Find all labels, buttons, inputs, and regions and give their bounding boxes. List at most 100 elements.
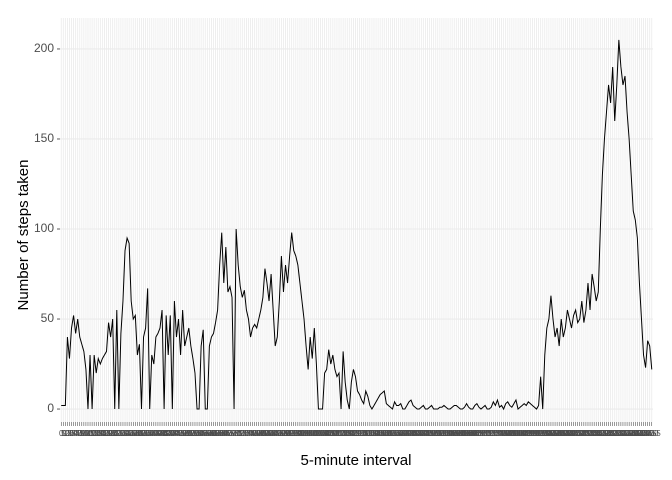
x-tick-label: 215: [110, 429, 124, 438]
x-tick-label: 25: [67, 429, 76, 438]
x-tick-label: 2150: [591, 429, 609, 438]
x-tick-label: 2015: [552, 429, 570, 438]
y-tick-label: 200: [34, 41, 54, 55]
x-tick-label: 1645: [466, 429, 484, 438]
x-tick-label: 1210: [353, 429, 371, 438]
x-tick-label: 1830: [509, 429, 527, 438]
x-tick-label: 915: [283, 429, 297, 438]
x-tick-label: 1335: [388, 429, 406, 438]
x-tick-label: 850: [273, 429, 287, 438]
x-tick-label: 325: [139, 429, 153, 438]
x-tick-label: 345: [147, 429, 161, 438]
x-tick-label: 2230: [608, 429, 626, 438]
x-tick-label: 10: [61, 429, 70, 438]
x-tick-label: 515: [184, 429, 198, 438]
x-tick-label: 1340: [390, 429, 408, 438]
x-tick-label: 300: [129, 429, 143, 438]
x-tick-label: 1800: [497, 429, 515, 438]
x-tick-label: 1110: [329, 429, 346, 438]
x-tick-label: 1500: [423, 429, 441, 438]
x-tick-label: 955: [299, 429, 313, 438]
x-tick-label: 1240: [365, 429, 383, 438]
x-tick-label: 1455: [421, 429, 439, 438]
x-tick-label: 525: [188, 429, 202, 438]
x-tick-label: 355: [151, 429, 165, 438]
x-tick-label: 2135: [585, 429, 603, 438]
plot-panel: [60, 18, 653, 422]
x-tick-label: 330: [141, 429, 155, 438]
x-tick-label: 700: [227, 429, 241, 438]
x-tick-label: 2050: [567, 429, 585, 438]
x-tick-label: 1620: [456, 429, 474, 438]
x-tick-label: 2345: [639, 429, 657, 438]
x-tick-label: 2110: [575, 429, 593, 438]
x-tick-label: 2020: [554, 429, 572, 438]
x-tick-label: 1355: [396, 429, 414, 438]
x-tick-label: 530: [190, 429, 204, 438]
x-tick-label: 1510: [427, 429, 445, 438]
x-tick-label: 1130: [337, 429, 355, 438]
x-tick-label: 100: [79, 429, 93, 438]
x-tick-label: 615: [209, 429, 223, 438]
x-tick-label: 120: [87, 429, 101, 438]
x-tick-label: 1540: [439, 429, 457, 438]
x-tick-label: 1630: [460, 429, 478, 438]
x-tick-label: 350: [149, 429, 163, 438]
x-tick-label: 755: [250, 429, 264, 438]
x-tick-label: 1405: [400, 429, 418, 438]
x-tick-label: 845: [271, 429, 285, 438]
x-tick-label: 805: [254, 429, 268, 438]
x-tick-label: 1300: [373, 429, 391, 438]
x-tick-label: 910: [281, 429, 295, 438]
x-tick-label: 1840: [513, 429, 531, 438]
x-tick-label: 750: [248, 429, 262, 438]
x-tick-label: 205: [106, 429, 120, 438]
x-tick-label: 1525: [433, 429, 451, 438]
x-tick-label: 715: [234, 429, 248, 438]
x-tick-label: 1935: [536, 429, 554, 438]
x-tick-label: 720: [236, 429, 250, 438]
x-tick-label: 1745: [491, 429, 509, 438]
x-tick-label: 735: [242, 429, 256, 438]
x-tick-label: 945: [295, 429, 309, 438]
x-tick-label: 815: [258, 429, 272, 438]
x-tick-label: 220: [112, 429, 126, 438]
x-tick-label: 2250: [616, 429, 634, 438]
x-tick-label: 1545: [441, 429, 459, 438]
x-tick-label: 125: [90, 429, 104, 438]
x-tick-label: 1530: [435, 429, 453, 438]
x-tick-label: 255: [127, 429, 141, 438]
x-tick-label: 1255: [371, 429, 389, 438]
x-tick-label: 340: [145, 429, 159, 438]
x-tick-label: 1600: [447, 429, 465, 438]
x-tick-label: 440: [170, 429, 184, 438]
x-tick-label: 1115: [331, 429, 348, 438]
x-tick-label: 925: [287, 429, 301, 438]
x-tick-label: 605: [205, 429, 219, 438]
x-tick-label: 55: [79, 429, 88, 438]
x-tick-label: 2330: [633, 429, 651, 438]
x-tick-label: 705: [229, 429, 243, 438]
x-tick-label: 1610: [452, 429, 470, 438]
x-tick-label: 240: [120, 429, 134, 438]
x-tick-label: 920: [285, 429, 299, 438]
x-tick-label: 510: [182, 429, 196, 438]
x-tick-label: 1315: [379, 429, 397, 438]
x-tick-label: 1320: [382, 429, 400, 438]
x-tick-label: 2130: [583, 429, 601, 438]
x-tick-label: 1825: [507, 429, 525, 438]
x-tick-label: 1710: [476, 429, 494, 438]
x-tick-label: 1445: [417, 429, 435, 438]
x-tick-label: 2255: [618, 429, 636, 438]
x-tick-label: 420: [162, 429, 176, 438]
x-tick-label: 1700: [472, 429, 490, 438]
x-tick-label: 2040: [563, 429, 581, 438]
x-tick-label: 235: [118, 429, 132, 438]
y-tick-label: 50: [41, 311, 55, 325]
x-tick-label: 1245: [367, 429, 385, 438]
x-tick-label: 650: [223, 429, 237, 438]
x-tick-label: 2300: [620, 429, 638, 438]
x-tick-label: 45: [75, 429, 84, 438]
x-tick-label: 410: [157, 429, 171, 438]
